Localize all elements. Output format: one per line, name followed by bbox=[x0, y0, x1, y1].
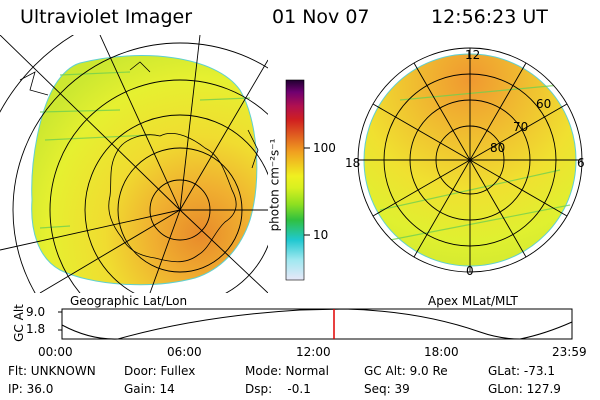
mlt-label-6: 6 bbox=[577, 156, 585, 170]
lat-label-70: 70 bbox=[513, 120, 529, 134]
xtick-0000: 00:00 bbox=[38, 345, 73, 359]
colorbar-tick-10: 10 bbox=[313, 228, 329, 242]
seq-info: Seq: 39 bbox=[364, 382, 410, 396]
date-label: 01 Nov 07 bbox=[272, 6, 370, 28]
left-meridians bbox=[0, 35, 268, 293]
flight-info: Flt: UNKNOWN bbox=[8, 364, 96, 378]
colorbar-tick-100: 100 bbox=[313, 141, 336, 155]
colorbar bbox=[285, 79, 305, 281]
mlt-label-18: 18 bbox=[345, 156, 361, 170]
gc-alt-info: GC Alt: 9.0 Re bbox=[364, 364, 448, 378]
dsp-info: Dsp: -0.1 bbox=[245, 382, 311, 396]
xtick-0600: 06:00 bbox=[167, 345, 202, 359]
ip-info: IP: 36.0 bbox=[8, 382, 54, 396]
left-green-streaks bbox=[39, 71, 251, 229]
mlt-label-0: 0 bbox=[466, 264, 474, 278]
mlt-label-12: 12 bbox=[465, 48, 481, 62]
geographic-map bbox=[0, 35, 268, 293]
left-map-caption: Geographic Lat/Lon bbox=[70, 294, 188, 308]
lat-label-60: 60 bbox=[536, 97, 552, 111]
colorbar-unit-label: photon cm⁻²s⁻¹ bbox=[267, 138, 282, 232]
altitude-ytick-9: 9.0 bbox=[26, 305, 46, 319]
altitude-curve bbox=[61, 308, 573, 340]
right-map-caption: Apex MLat/MLT bbox=[428, 294, 518, 308]
time-label: 12:56:23 UT bbox=[431, 6, 548, 28]
mode-info: Mode: Normal bbox=[245, 364, 329, 378]
xtick-2359: 23:59 bbox=[552, 345, 587, 359]
altitude-plot bbox=[58, 308, 573, 340]
app-title: Ultraviolet Imager bbox=[20, 6, 193, 28]
door-info: Door: Fullex bbox=[124, 364, 196, 378]
left-lat-circles bbox=[0, 35, 268, 293]
glon-info: GLon: 127.9 bbox=[488, 382, 561, 396]
apex-map bbox=[357, 47, 583, 273]
xtick-1800: 18:00 bbox=[424, 345, 459, 359]
altitude-ytick-1-8: 1.8 bbox=[26, 322, 46, 336]
gain-info: Gain: 14 bbox=[124, 382, 175, 396]
left-emission-region bbox=[31, 55, 258, 286]
xtick-1200: 12:00 bbox=[296, 345, 331, 359]
lat-label-80: 80 bbox=[490, 141, 506, 155]
glat-info: GLat: -73.1 bbox=[488, 364, 555, 378]
altitude-ylabel: GC Alt bbox=[11, 304, 26, 342]
coast-fragments bbox=[19, 61, 259, 169]
right-meridians bbox=[358, 48, 582, 272]
